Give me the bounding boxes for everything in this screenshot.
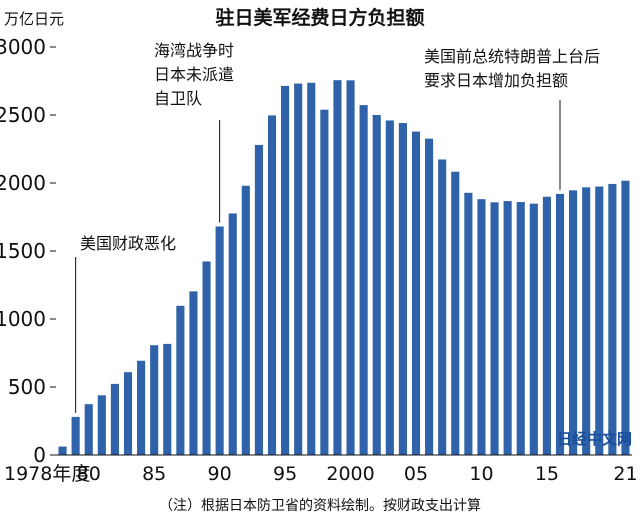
bar-2006 (425, 138, 434, 455)
bar-2019 (595, 186, 604, 455)
x-tick-label: 85 (142, 463, 166, 485)
bar-1986 (163, 343, 172, 455)
annotation-text: 要求日本增加负担额 (424, 71, 568, 90)
bar-2016 (555, 193, 565, 455)
x-tick-label: 05 (404, 463, 428, 485)
bar-1981 (97, 395, 106, 455)
bar-1993 (254, 144, 263, 456)
y-tick-label: 500 (8, 375, 46, 399)
x-tick-label: 1978年度 (4, 463, 90, 485)
bar-2000 (346, 80, 355, 455)
watermark: 日经中文网 (557, 430, 632, 448)
y-tick-label: 0 (33, 443, 46, 467)
source-note: （注）根据日本防卫省的资料绘制。按财政支出计算 (159, 498, 481, 514)
unit-label: 万亿日元 (4, 10, 64, 28)
bar-2014 (529, 203, 538, 455)
bar-1983 (123, 372, 133, 455)
bar-2003 (385, 120, 394, 455)
annotation-text: 日本未派遣 (154, 65, 234, 84)
bar-1995 (281, 85, 290, 456)
bar-1997 (307, 82, 316, 455)
bar-1984 (137, 360, 146, 455)
bar-1978 (58, 446, 67, 455)
x-tick-label: 15 (535, 463, 559, 485)
bar-1988 (189, 291, 198, 455)
bar-2012 (503, 201, 512, 455)
bar-1998 (320, 109, 329, 456)
y-tick-label: 1000 (0, 307, 46, 331)
annotation-text: 美国财政恶化 (80, 234, 176, 253)
bar-2005 (411, 131, 421, 456)
annotation-text: 美国前总统特朗普上台后 (424, 47, 600, 66)
bar-2017 (569, 190, 578, 455)
bar-1979 (71, 416, 80, 455)
bar-1987 (176, 305, 185, 455)
bar-2007 (438, 159, 447, 456)
bar-2002 (372, 115, 381, 455)
bar-1996 (294, 83, 303, 456)
x-tick-label: 2000 (326, 463, 374, 485)
bar-2013 (516, 202, 525, 455)
y-tick-label: 3000 (0, 35, 46, 59)
bar-2020 (608, 183, 617, 455)
bar-1991 (228, 213, 237, 455)
x-tick-label: 95 (273, 463, 297, 485)
chart-title: 驻日美军经费日方负担额 (215, 6, 424, 29)
x-tick-label: 21 (613, 463, 637, 485)
y-tick-label: 2000 (0, 171, 46, 195)
y-tick-label: 1500 (0, 239, 46, 263)
bar-1982 (110, 383, 119, 455)
bar-1989 (202, 261, 211, 455)
bar-1990 (215, 226, 224, 455)
bar-2010 (477, 199, 486, 455)
bar-1980 (84, 404, 93, 455)
y-tick-label: 2500 (0, 103, 46, 127)
bar-2008 (451, 171, 460, 455)
bar-1992 (241, 185, 250, 455)
bar-series (58, 80, 630, 456)
annotation-text: 自卫队 (154, 89, 202, 108)
annotation-text: 海湾战争时 (154, 41, 234, 60)
x-tick-label: 10 (469, 463, 493, 485)
bar-1985 (150, 345, 159, 455)
bar-2004 (398, 123, 407, 456)
y-axis: 0 500 1000 1500 2000 2500 3000 (0, 35, 56, 467)
bar-2011 (490, 202, 499, 455)
bar-1994 (267, 115, 277, 456)
bar-2015 (542, 196, 551, 455)
x-tick-label: 80 (77, 463, 101, 485)
bar-2021 (621, 180, 630, 456)
bar-2018 (582, 187, 591, 456)
bar-1999 (333, 80, 342, 456)
x-tick-label: 90 (208, 463, 232, 485)
bar-2001 (359, 105, 368, 456)
bar-2009 (464, 192, 473, 456)
